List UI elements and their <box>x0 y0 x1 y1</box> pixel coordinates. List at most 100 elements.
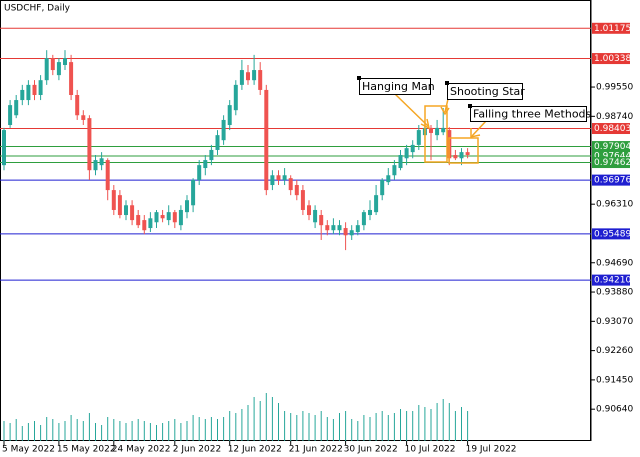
candle-body <box>166 212 171 221</box>
annotation: Shooting Star <box>450 85 525 98</box>
x-tick-label: 5 May 2022 <box>2 445 55 455</box>
x-tick-label: 19 Jul 2022 <box>466 445 517 455</box>
candle-body <box>124 205 128 216</box>
x-tick-label: 24 May 2022 <box>112 445 171 455</box>
candle-body <box>361 212 366 226</box>
candle-body <box>233 84 238 111</box>
candle-body <box>246 72 250 81</box>
x-tick-label: 21 Jun 2022 <box>289 445 343 455</box>
candle-body <box>44 58 49 81</box>
level-label: 1.00338 <box>594 54 631 64</box>
x-tick-label: 10 Jul 2022 <box>405 445 456 455</box>
candle-body <box>288 178 293 191</box>
candle-body <box>239 70 244 85</box>
candle-body <box>185 200 189 213</box>
candle-body <box>294 185 299 196</box>
candle-body <box>56 62 61 76</box>
candle-body <box>20 89 25 101</box>
candle-body <box>276 175 281 180</box>
candle-body <box>99 158 104 166</box>
candle-body <box>26 84 31 101</box>
y-tick-label: 0.93880 <box>596 288 633 298</box>
candle-body <box>93 160 98 171</box>
level-label: 0.97904 <box>594 142 631 152</box>
level-label-box <box>592 157 630 169</box>
x-tick-label: 2 Jun 2022 <box>173 445 221 455</box>
candle-body <box>380 179 385 196</box>
candle-body <box>429 127 433 133</box>
candle-body <box>374 195 379 213</box>
candle-body <box>441 127 446 133</box>
candle-body <box>215 135 220 150</box>
level-label: 0.97462 <box>594 158 631 168</box>
level-label: 1.01175 <box>594 24 631 34</box>
candle-body <box>349 230 354 236</box>
candle-body <box>319 215 324 226</box>
candle-body <box>69 62 74 96</box>
candle-body <box>111 190 116 210</box>
annotation-box <box>359 78 431 95</box>
y-tick-label: 0.91450 <box>596 375 633 385</box>
candle-body <box>2 130 6 166</box>
candle-body <box>331 225 336 231</box>
candle-body <box>209 149 214 161</box>
level-label: 0.95489 <box>594 229 631 239</box>
plot-frame <box>0 0 591 441</box>
y-tick-label: 0.99550 <box>596 83 633 93</box>
candle-body <box>404 148 409 159</box>
candle-body <box>160 215 165 219</box>
candle-body <box>142 220 147 231</box>
candle-body <box>81 115 86 120</box>
candle-body <box>282 175 287 180</box>
candle-body <box>264 89 269 191</box>
level-label-box <box>592 53 630 65</box>
candle-body <box>154 212 159 223</box>
candle-body <box>392 165 397 176</box>
candle-body <box>459 152 464 159</box>
candle-body <box>38 80 43 96</box>
axes: 0.99550 0.98740 0.96310 0.94690 0.93880 0.930… <box>2 22 633 455</box>
candle-body <box>368 209 372 216</box>
candle-body <box>416 130 421 145</box>
candle-body <box>337 225 342 231</box>
level-label-box <box>592 228 630 240</box>
candle-body <box>343 228 348 236</box>
candle-body <box>136 215 141 226</box>
arrow <box>471 120 487 137</box>
y-tick-label: 0.94690 <box>596 258 633 268</box>
level-label: 0.97644 <box>594 151 631 161</box>
annotations <box>394 93 487 164</box>
volumes <box>3 393 469 441</box>
annotation: Hanging Man <box>362 80 435 93</box>
y-tick-label: 0.98740 <box>596 112 633 122</box>
candle-body <box>398 155 403 169</box>
candle-body <box>191 179 196 206</box>
anchor <box>445 81 449 85</box>
candle-body <box>87 118 92 171</box>
annotation-box <box>447 83 523 100</box>
anchor <box>357 76 361 80</box>
chart-title: USDCHF, Daily <box>4 4 71 14</box>
candle-body <box>105 160 110 191</box>
candle-body <box>307 205 311 216</box>
candle-body <box>221 119 226 141</box>
candle-body <box>14 100 19 116</box>
anchor <box>468 104 472 108</box>
level-label-box <box>592 150 630 162</box>
annotation: Falling three Methods <box>473 108 592 121</box>
candle-body <box>410 144 415 153</box>
levels <box>0 27 591 281</box>
candle-body <box>117 195 122 216</box>
candle-body <box>227 105 232 126</box>
candles <box>2 50 470 251</box>
y-tick-label: 0.93070 <box>596 317 633 327</box>
candle-body <box>300 190 305 210</box>
candle-body <box>270 175 275 186</box>
candle-body <box>355 225 360 233</box>
y-tick-label: 0.96310 <box>596 200 633 210</box>
y-tick-label: 0.92260 <box>596 346 633 356</box>
annotation-labels: Hanging Man Shooting Star Falling three … <box>357 76 592 122</box>
candle-body <box>313 209 318 223</box>
level-label-box <box>592 22 630 34</box>
